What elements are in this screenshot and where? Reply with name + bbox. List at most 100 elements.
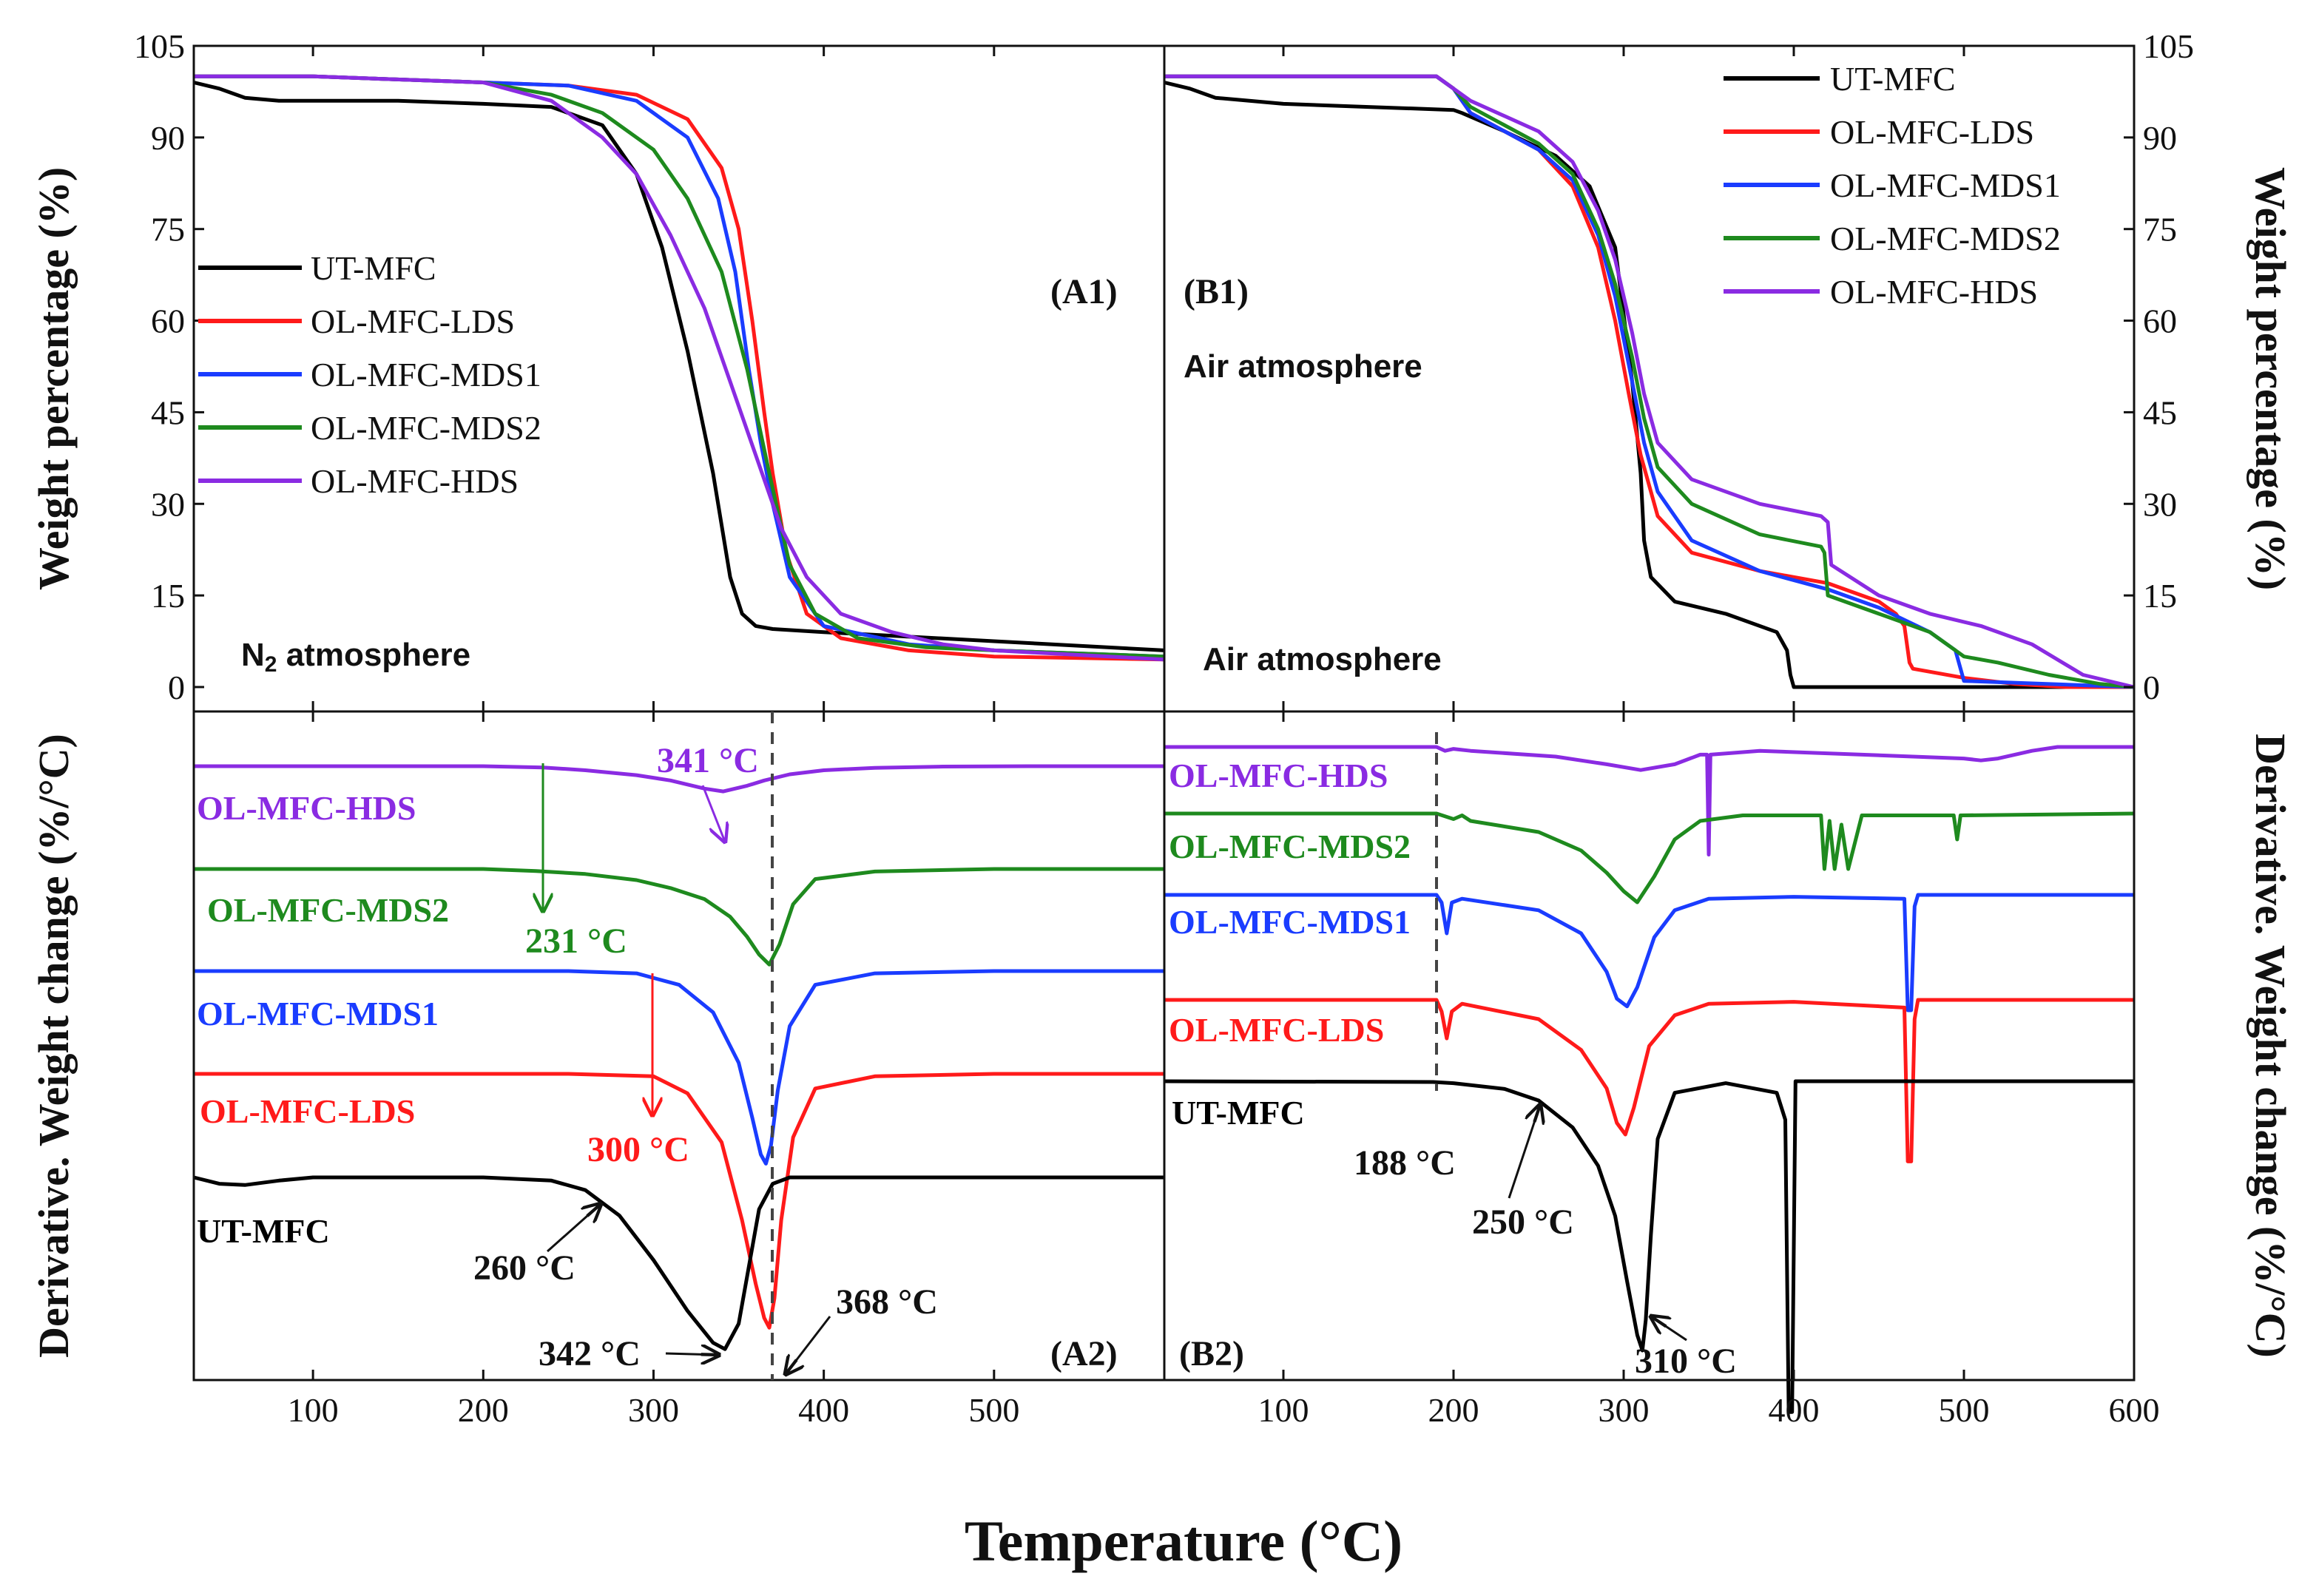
y-tick-label-A1-60: 60 [151,302,185,340]
y-tick-label-A1-75: 75 [151,211,185,248]
annotation-arrow-A2-260 [547,1204,601,1253]
annotation-A2-342: 342 °C [539,1334,641,1373]
y-tick-label-B1-90: 90 [2143,119,2177,157]
y-tick-label-B1-30: 30 [2143,485,2177,523]
curve-B2-ol-mfc-hds [1164,745,2134,857]
curve-label-A2-lds: OL-MFC-LDS [200,1092,415,1130]
atmosphere-label-B1-top: Air atmosphere [1184,348,1422,385]
curve-A2-ol-mfc-mds1 [194,969,1164,1166]
annotation-A2-260: 260 °C [473,1248,575,1288]
atmosphere-A1-n: N [241,637,265,673]
curve-A2-ut-mfc [193,1175,1164,1351]
legend-B1-label-ut-mfc: UT-MFC [1830,60,1956,98]
curve-A2-ol-mfc-hds [194,764,1164,794]
annotation-A2-231: 231 °C [525,922,627,961]
x-tick-label-B2-300: 300 [1599,1391,1650,1429]
legend-B1-label-ol-mfc-mds1: OL-MFC-MDS1 [1830,166,2061,204]
annotation-A2-341: 341 °C [657,741,759,780]
y-tick-label-A1-0: 0 [168,669,185,706]
y-axis-label-bottom-left: Derivative. Weight change (%/°C) [30,734,78,1358]
y-tick-label-A1-90: 90 [151,119,185,157]
panel-label-B1: (B1) [1184,272,1249,311]
legend-A1-label-ol-mfc-mds1: OL-MFC-MDS1 [311,356,541,393]
y-axis-label-bottom-right: Derivative. Weight change (%/°C) [2247,734,2295,1358]
curve-label-B2-mds1: OL-MFC-MDS1 [1169,903,1411,941]
legend-B1: UT-MFC OL-MFC-LDS OL-MFC-MDS1 OL-MFC-MDS… [1724,60,2061,311]
curve-label-A2-mds1: OL-MFC-MDS1 [197,995,439,1032]
curve-A1-ut-mfc [193,81,1165,652]
annotation-A2-300: 300 °C [587,1130,689,1169]
annotation-arrow-B2-310 [1651,1316,1687,1342]
x-tick-label-A2-400: 400 [798,1391,849,1429]
curve-A2-ol-mfc-mds2 [194,867,1164,967]
panel-label-B2: (B2) [1179,1334,1244,1373]
curve-A1-ol-mfc-mds1 [194,74,1165,659]
legend-A1-label-ol-mfc-mds2: OL-MFC-MDS2 [311,409,541,447]
y-tick-label-B1-75: 75 [2143,211,2177,248]
curve-B1-ol-mfc-mds2 [1164,74,2135,689]
curve-B1-ol-mfc-hds [1164,74,2135,689]
curve-label-B2-lds: OL-MFC-LDS [1169,1011,1384,1049]
y-tick-label-A1-15: 15 [151,577,185,615]
y-tick-label-B1-45: 45 [2143,393,2177,431]
legend-A1-label-ol-mfc-lds: OL-MFC-LDS [311,302,515,340]
curve-label-A2-hds: OL-MFC-HDS [197,789,416,827]
ticks-layer: 0 15 30 45 60 75 90 105 0 15 30 45 60 75 90 105 100 200 30… [134,27,2194,1429]
curve-B2-ol-mfc-mds1 [1164,893,2134,1012]
annotation-arrow-A2-341 [701,785,725,842]
legend-A1-label-ut-mfc: UT-MFC [311,249,436,287]
y-tick-label-A1-30: 30 [151,485,185,523]
atmosphere-label-A1: N2 atmosphere [241,637,470,677]
curve-B2-ut-mfc [1164,1079,2134,1414]
curve-label-A2-mds2: OL-MFC-MDS2 [207,891,449,929]
y-axis-label-top-right: Weight percentage (%) [2247,167,2295,590]
annotation-B2-250: 250 °C [1472,1203,1574,1242]
annotation-B2-310: 310 °C [1635,1342,1737,1381]
x-tick-label-A2-300: 300 [628,1391,679,1429]
y-tick-label-B1-15: 15 [2143,577,2177,615]
y-tick-label-B1-60: 60 [2143,302,2177,340]
atmosphere-A1-subscript: 2 [265,652,277,677]
panel-frame-B2 [1163,710,2136,1382]
curve-B2-ol-mfc-mds2 [1164,811,2135,904]
annotation-arrow-B2-250 [1508,1105,1540,1199]
y-tick-label-A1-45: 45 [151,393,185,431]
curve-B2-ol-mfc-lds [1164,998,2134,1163]
curve-label-A2-ut: UT-MFC [197,1212,330,1250]
y-tick-label-B1-0: 0 [2143,669,2160,706]
annotation-arrow-A2-342 [665,1353,719,1355]
curve-label-B2-mds2: OL-MFC-MDS2 [1169,828,1411,865]
x-tick-label-A2-500: 500 [968,1391,1019,1429]
annotation-arrow-A2-368 [786,1316,831,1374]
curves-layer [193,74,2135,1414]
x-tick-label-B2-100: 100 [1258,1391,1309,1429]
x-tick-label-B2-400: 400 [1769,1391,1820,1429]
curve-A1-ol-mfc-hds [194,74,1165,662]
curve-label-B2-ut: UT-MFC [1172,1094,1305,1132]
legend-A1-label-ol-mfc-hds: OL-MFC-HDS [311,462,519,500]
panel-label-A1: (A1) [1050,272,1118,311]
annotation-A2-368: 368 °C [836,1282,938,1322]
x-axis-label: Temperature (°C) [965,1509,1402,1573]
curve-A1-ol-mfc-mds2 [194,74,1165,659]
curve-A2-ol-mfc-lds [194,1072,1164,1330]
curve-label-B2-hds: OL-MFC-HDS [1169,757,1388,794]
legend-A1: UT-MFC OL-MFC-LDS OL-MFC-MDS1 OL-MFC-MDS… [198,249,541,500]
annotation-B2-188: 188 °C [1354,1143,1456,1183]
legend-B1-label-ol-mfc-hds: OL-MFC-HDS [1830,273,2038,311]
x-tick-label-A2-200: 200 [458,1391,509,1429]
legend-B1-label-ol-mfc-lds: OL-MFC-LDS [1830,113,2034,151]
atmosphere-label-B1-bottom: Air atmosphere [1203,641,1442,677]
y-axis-label-top-left: Weight percentage (%) [30,167,78,590]
x-tick-label-B2-200: 200 [1428,1391,1479,1429]
atmosphere-A1-rest: atmosphere [277,637,470,673]
curve-B1-ut-mfc [1164,81,2134,689]
legend-B1-label-ol-mfc-mds2: OL-MFC-MDS2 [1830,220,2061,257]
x-tick-label-A2-100: 100 [288,1391,339,1429]
x-tick-label-B2-600: 600 [2109,1391,2160,1429]
y-tick-label-A1-105: 105 [134,27,185,65]
panel-label-A2: (A2) [1050,1334,1118,1373]
y-tick-label-B1-105: 105 [2143,27,2194,65]
x-tick-label-B2-500: 500 [1939,1391,1990,1429]
